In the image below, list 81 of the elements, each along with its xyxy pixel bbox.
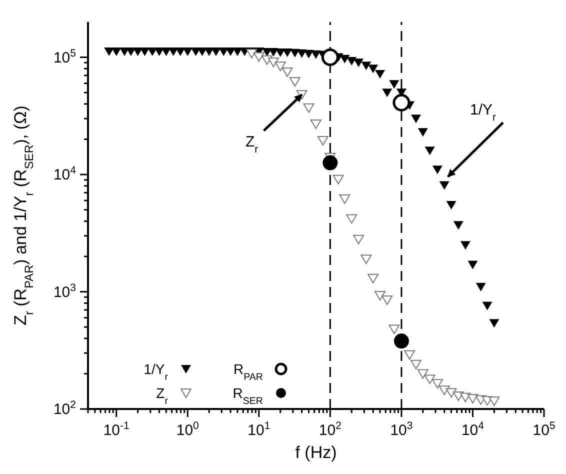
point [446, 200, 456, 210]
point [382, 296, 393, 306]
x-tick-label: 10$^{5}$ [532, 420, 556, 439]
legend-label: R$_{SER}$ [232, 385, 263, 406]
point [354, 58, 364, 68]
point [140, 48, 150, 56]
point [161, 48, 172, 56]
point [394, 334, 409, 349]
point [368, 64, 378, 74]
point [404, 350, 416, 360]
legend-label: 1/Y$_{r}$ [144, 361, 169, 382]
point [268, 58, 279, 68]
point [489, 319, 500, 328]
point [218, 48, 229, 56]
point [460, 392, 471, 402]
point [460, 241, 470, 250]
point [375, 70, 385, 79]
point [339, 194, 350, 204]
point [340, 54, 350, 64]
point [411, 114, 421, 124]
x-tick-label: 10$^{0}$ [176, 420, 200, 439]
legend-label: Z$_{r}$ [156, 385, 169, 406]
point [346, 214, 358, 224]
point [289, 77, 300, 87]
point [282, 48, 292, 57]
point [104, 48, 114, 56]
point [175, 48, 186, 56]
point [468, 260, 478, 270]
x-tick-label: 10$^{-1}$ [103, 420, 130, 439]
point [410, 360, 422, 370]
point [303, 103, 314, 113]
point [360, 254, 372, 264]
point [322, 155, 338, 170]
point [168, 48, 178, 56]
point [253, 52, 264, 62]
point [353, 234, 364, 244]
point [274, 62, 286, 72]
point [317, 136, 328, 146]
point [374, 290, 386, 300]
point [417, 369, 428, 379]
point [304, 50, 314, 58]
point [111, 48, 122, 56]
y-tick-label: 10$^{3}$ [53, 282, 76, 301]
point [418, 128, 428, 137]
y-tick-label: 10$^{5}$ [53, 47, 76, 66]
x-axis-title: f (Hz) [295, 443, 337, 462]
point [482, 302, 492, 310]
point [453, 221, 464, 230]
point [432, 379, 443, 389]
annotation: Z$_{r}$ [245, 134, 259, 156]
point [424, 374, 436, 384]
point [346, 56, 357, 66]
point [388, 324, 400, 334]
point [392, 94, 410, 112]
point [282, 67, 293, 77]
y-tick-label: 10$^{4}$ [53, 164, 76, 184]
point [424, 146, 435, 156]
point [290, 48, 300, 58]
point [439, 181, 450, 190]
point [382, 88, 392, 98]
point [432, 166, 442, 174]
point [476, 282, 486, 292]
point [361, 62, 372, 70]
x-tick-label: 10$^{2}$ [318, 420, 342, 439]
point [368, 274, 379, 284]
y-tick-label: 10$^{2}$ [53, 399, 76, 418]
point [211, 48, 221, 56]
point [296, 49, 307, 58]
x-tick-label: 10$^{4}$ [461, 420, 484, 439]
x-tick-label: 10$^{1}$ [248, 420, 270, 439]
point [182, 48, 193, 56]
annotation: 1/Y$_{r}$ [470, 102, 497, 124]
point [389, 80, 400, 89]
point [488, 396, 500, 406]
point [446, 388, 457, 398]
point [438, 386, 450, 396]
point [332, 174, 344, 184]
legend-label: R$_{PAR}$ [233, 361, 263, 382]
x-tick-label: 10$^{3}$ [390, 420, 413, 439]
point [310, 119, 322, 129]
point [321, 48, 339, 66]
